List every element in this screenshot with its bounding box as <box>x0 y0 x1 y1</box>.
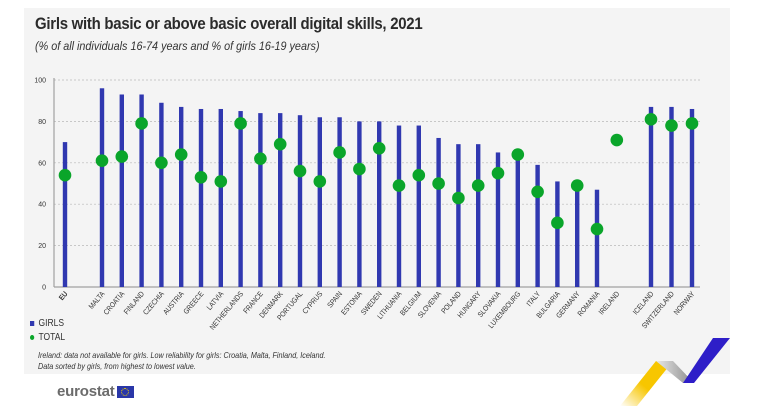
blue-stripe-icon <box>683 338 730 383</box>
girls-bar-romania <box>594 189 600 287</box>
girls-bar-croatia <box>119 94 124 288</box>
note-sorting: Data sorted by girls, from highest to lo… <box>38 361 196 371</box>
total-dot-denmark <box>273 137 287 151</box>
girls-bar-slovakia <box>495 152 501 287</box>
girls-bar-bulgaria <box>555 181 560 287</box>
chart-subtitle: (% of all individuals 16-74 years and % … <box>35 39 320 53</box>
girls-bar-spain <box>337 117 342 287</box>
legend-item-total: TOTAL <box>30 330 65 344</box>
girls-bar-latvia <box>218 108 223 287</box>
total-dot-belgium <box>412 168 426 182</box>
total-dot-latvia <box>214 175 228 188</box>
girls-bar-slovenia <box>436 137 441 287</box>
total-dot-hungary <box>471 179 485 192</box>
total-dot-czechia <box>155 156 168 170</box>
girls-bar-denmark <box>278 113 283 288</box>
legend: GIRLS TOTAL <box>30 316 71 344</box>
total-dot-norway <box>685 117 699 130</box>
total-dot-romania <box>590 222 604 236</box>
girls-bar-malta <box>99 88 105 287</box>
legend-total-dot-icon <box>30 334 35 340</box>
girls-bar-finland <box>139 94 144 288</box>
legend-girls-square-icon <box>30 320 35 326</box>
total-dot-estonia <box>353 162 366 176</box>
y-tick-label: 60 <box>38 160 46 167</box>
girls-bar-cyprus <box>317 117 322 287</box>
total-dot-poland <box>452 191 465 205</box>
girls-bar-belgium <box>416 125 421 287</box>
logo-text: eurostat <box>57 383 115 400</box>
girls-bar-france <box>258 113 263 288</box>
total-dots <box>58 113 699 236</box>
total-dot-spain <box>333 146 346 159</box>
y-tick-label: 20 <box>38 243 46 250</box>
legend-girls-label: GIRLS <box>38 317 65 329</box>
chart-notes: Ireland: data not available for girls. L… <box>38 350 326 372</box>
girls-bar-lithuania <box>396 125 402 287</box>
total-dot-finland <box>135 117 148 130</box>
yellow-stripe-icon <box>620 361 673 406</box>
total-dot-netherlands <box>234 117 247 130</box>
total-dot-austria <box>174 148 188 161</box>
y-tick-label: 100 <box>34 78 46 85</box>
legend-item-girls: GIRLS <box>30 316 65 330</box>
girls-bar-hungary <box>476 144 481 287</box>
total-dot-slovakia <box>491 166 505 180</box>
girls-bar-estonia <box>357 121 362 288</box>
girls-bar-sweden <box>377 121 382 288</box>
total-dot-ireland <box>610 133 624 147</box>
girls-bars <box>62 88 695 288</box>
total-dot-iceland <box>644 113 658 126</box>
total-dot-portugal <box>293 164 307 178</box>
total-dot-croatia <box>115 150 129 163</box>
total-dot-bulgaria <box>551 216 564 230</box>
total-dot-italy <box>531 185 544 199</box>
note-availability: Ireland: data not available for girls. L… <box>38 350 326 360</box>
total-dot-cyprus <box>313 175 327 188</box>
y-tick-label: 40 <box>38 202 46 209</box>
total-dot-greece <box>194 170 208 184</box>
girls-bar-switzerland <box>669 106 674 287</box>
total-dot-france <box>254 152 267 165</box>
eurostat-logo: eurostat <box>57 383 134 400</box>
girls-bar-austria <box>179 106 184 287</box>
total-dot-malta <box>95 154 109 168</box>
y-tick-label: 80 <box>38 119 46 126</box>
total-dot-lithuania <box>392 179 406 192</box>
chart-title: Girls with basic or above basic overall … <box>35 14 423 33</box>
girls-bar-greece <box>198 108 204 287</box>
girls-bar-italy <box>535 164 540 287</box>
grey-stripe-icon <box>656 361 694 383</box>
total-dot-slovenia <box>432 177 445 190</box>
total-dot-germany <box>570 179 584 192</box>
girls-bar-czechia <box>159 102 164 288</box>
x-tick-label: EU <box>58 291 69 303</box>
y-tick-label: 0 <box>42 285 46 292</box>
girls-bar-luxembourg <box>515 158 520 287</box>
total-dot-switzerland <box>665 119 678 132</box>
girls-bar-germany <box>575 183 580 287</box>
legend-total-label: TOTAL <box>38 331 66 343</box>
girls-bar-netherlands <box>238 111 243 287</box>
total-dot-eu <box>58 168 72 182</box>
girls-bar-eu <box>62 142 68 287</box>
girls-bar-iceland <box>648 106 654 287</box>
girls-bar-poland <box>456 144 461 287</box>
eu-flag-icon <box>116 385 134 398</box>
girls-bar-portugal <box>297 115 303 287</box>
total-dot-luxembourg <box>511 148 525 161</box>
girls-bar-norway <box>689 108 695 287</box>
total-dot-sweden <box>372 142 386 155</box>
